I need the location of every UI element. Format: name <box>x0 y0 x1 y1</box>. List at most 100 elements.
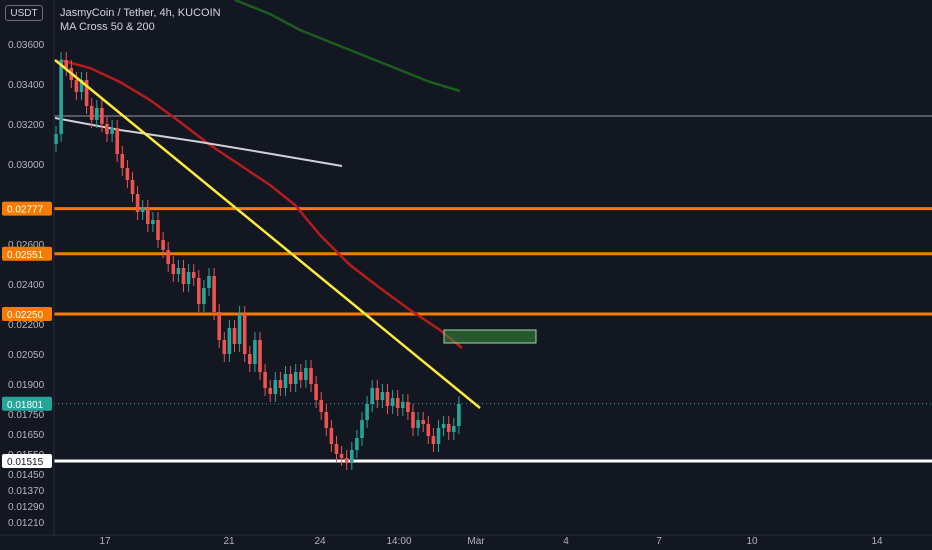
candle-body <box>339 454 344 458</box>
price-label-badge <box>2 454 52 468</box>
ma200-line <box>234 0 461 93</box>
candle-body <box>319 400 323 412</box>
candle-body <box>79 80 84 92</box>
time-tick-label: 14:00 <box>386 536 411 547</box>
candle-body <box>156 220 160 240</box>
trendline-yellow[interactable] <box>54 59 481 409</box>
candle-body <box>324 412 329 428</box>
candle-body <box>441 424 446 428</box>
price-tick-label: 0.02400 <box>8 280 45 291</box>
candle-body <box>232 328 237 344</box>
price-tick-label: 0.03600 <box>8 40 45 51</box>
candle-body <box>89 106 94 120</box>
candle-body <box>314 384 318 400</box>
trend-line-grey[interactable] <box>54 117 343 167</box>
plot-area <box>54 0 932 470</box>
candle-body <box>401 402 405 408</box>
candle-body <box>95 108 99 120</box>
candle-body <box>248 354 252 364</box>
price-tick-label: 0.01450 <box>8 470 45 481</box>
time-tick-label: 7 <box>656 536 662 547</box>
price-tick-label: 0.02200 <box>8 320 45 331</box>
candle-body <box>237 314 242 344</box>
candle-body <box>227 328 232 354</box>
candle-body <box>355 438 359 450</box>
candle-body <box>84 80 89 106</box>
candle-body <box>166 250 170 264</box>
price-axis-bg[interactable] <box>0 0 54 535</box>
candle-body <box>212 276 216 312</box>
candle-body <box>263 372 267 388</box>
target-zone-rect[interactable] <box>443 329 537 344</box>
candle-body <box>176 268 181 274</box>
time-tick-label: 10 <box>746 536 758 547</box>
price-label-text: 0.01801 <box>7 400 44 411</box>
candle-body <box>54 134 58 144</box>
price-tick-label: 0.02050 <box>8 350 45 361</box>
candle-body <box>421 420 425 424</box>
candle-body <box>253 340 257 364</box>
candle-body <box>385 392 390 406</box>
candle-body <box>273 380 278 394</box>
candle-body <box>125 168 130 180</box>
candle-body <box>395 398 400 408</box>
indicator-title[interactable]: MA Cross 50 & 200 <box>60 21 155 33</box>
candle-body <box>146 208 150 224</box>
time-axis[interactable]: 17 21 24 14:00 Mar 4 7 10 14 <box>0 534 932 547</box>
price-axis[interactable]: 0.03600 0.03400 0.03200 0.03000 0.02600 0.024… <box>0 0 55 535</box>
candle-body <box>344 458 349 462</box>
candle-body <box>329 428 334 444</box>
candle-body <box>334 444 339 454</box>
candle-body <box>191 272 196 278</box>
price-tick-label: 0.03000 <box>8 160 45 171</box>
candle-body <box>411 412 415 428</box>
candle-body <box>299 372 303 380</box>
candle-body <box>151 220 155 224</box>
candle-body <box>100 108 104 124</box>
candle-body <box>457 404 461 426</box>
candle-body <box>161 240 165 250</box>
candle-body <box>181 268 186 284</box>
chart-header: JasmyCoin / Tether, 4h, KUCOIN MA Cross … <box>60 6 221 34</box>
price-label-text: 0.02777 <box>7 205 44 216</box>
candle-body <box>258 340 262 372</box>
time-tick-label: 21 <box>223 536 235 547</box>
candle-body <box>416 420 420 428</box>
candle-body <box>360 420 364 438</box>
ma50-line <box>59 58 463 349</box>
candle-body <box>110 128 114 134</box>
time-tick-label: 24 <box>314 536 326 547</box>
candle-body <box>197 278 201 304</box>
price-label-badge <box>2 246 52 261</box>
candle-body <box>370 388 374 404</box>
candle-body <box>207 276 211 288</box>
price-tick-label: 0.03400 <box>8 80 45 91</box>
currency-button[interactable]: USDT <box>5 5 43 21</box>
candle-body <box>130 180 135 194</box>
price-tick-label: 0.01210 <box>8 518 45 529</box>
candle-body <box>222 340 227 354</box>
candle-body <box>64 60 68 68</box>
price-tick-label: 0.01370 <box>8 486 45 497</box>
candle-body <box>426 424 431 436</box>
candle-body <box>288 374 293 384</box>
candle-body <box>365 404 369 420</box>
candle-body <box>436 428 441 444</box>
price-tick-label: 0.01900 <box>8 380 45 391</box>
candle-body <box>268 388 272 394</box>
price-tick-label: 0.01650 <box>8 430 45 441</box>
candle-body <box>350 450 354 462</box>
price-label-text: 0.02551 <box>7 250 44 261</box>
candle-body <box>406 402 410 412</box>
price-tick-label: 0.01290 <box>8 502 45 513</box>
candle-body <box>186 272 191 284</box>
candle-body <box>375 388 380 400</box>
candle-body <box>202 288 206 304</box>
candle-body <box>390 398 395 406</box>
candle-body <box>115 128 119 154</box>
time-tick-label: 4 <box>563 536 569 547</box>
candle-body <box>293 372 298 384</box>
candle-body <box>380 392 385 400</box>
price-label-badge <box>2 201 52 216</box>
